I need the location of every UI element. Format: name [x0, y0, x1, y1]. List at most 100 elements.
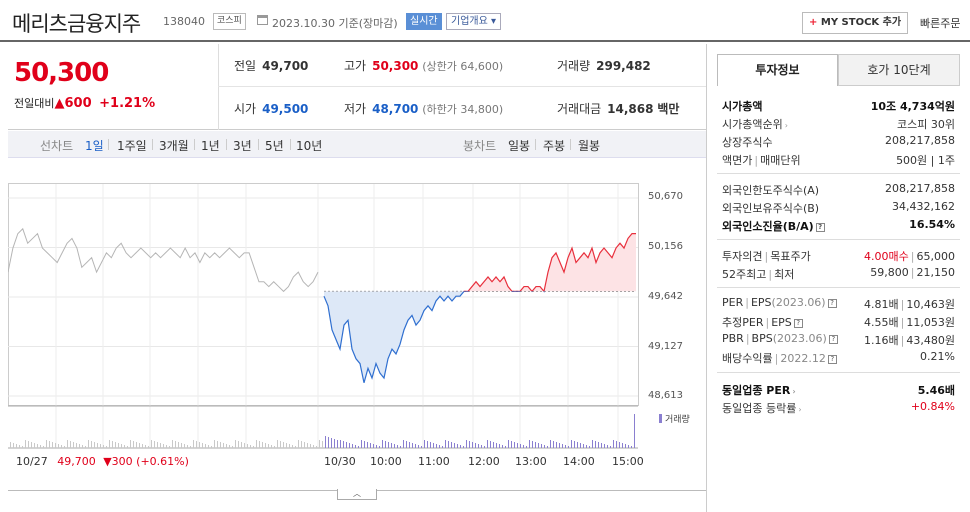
- volume-bar: [202, 443, 203, 448]
- volume-bar: [139, 443, 140, 448]
- chevron-up-icon: ︿: [353, 489, 361, 498]
- y-tick-5: 48,613: [648, 390, 683, 401]
- period-1d[interactable]: 1일: [85, 139, 104, 153]
- period-1y[interactable]: 1년: [201, 139, 220, 153]
- volume-bar: [454, 443, 455, 448]
- volume-bar: [280, 441, 281, 448]
- candle-weekly[interactable]: 주봉: [543, 139, 566, 153]
- volume-bar: [187, 445, 188, 448]
- candle-monthly[interactable]: 월봉: [578, 139, 601, 153]
- volume-bar: [583, 444, 584, 448]
- volume-bar: [511, 441, 512, 448]
- x-tick-1030: 10/30: [324, 455, 356, 468]
- row-industry-per: 동일업종 PER › 5.46배: [722, 384, 955, 397]
- chevron-right-icon: ›: [784, 121, 788, 130]
- volume-bar: [100, 444, 101, 448]
- help-icon[interactable]: ?: [828, 335, 838, 344]
- volume-bar: [307, 443, 308, 448]
- period-5y[interactable]: 5년: [265, 139, 284, 153]
- chart-expand-button[interactable]: ︿: [337, 489, 377, 500]
- volume-bar: [598, 442, 599, 448]
- volume-bar: [427, 441, 428, 448]
- volume-bar: [388, 442, 389, 448]
- volume-bar: [361, 440, 362, 448]
- volume-bar: [382, 440, 383, 448]
- volume-bar: [22, 446, 23, 448]
- low-price: 저가 48,700 (하한가 34,800): [344, 102, 504, 116]
- volume-bar: [493, 442, 494, 448]
- price-chart: 50,670 50,156 49,642 49,127 48,613 거래량 1…: [8, 158, 706, 478]
- row-foreign-hold: 외국인보유주식수(B) 34,432,162: [722, 200, 955, 215]
- chevron-right-icon: ›: [792, 387, 796, 396]
- volume-bar: [247, 444, 248, 448]
- volume-bar: [220, 442, 221, 448]
- volume-bar: [424, 440, 425, 448]
- price-summary: 50,300 전일대비▲600 +1.21% 전일 49,700 고가 50,300…: [8, 44, 706, 130]
- volume-bar: [43, 446, 44, 448]
- realtime-button[interactable]: 실시간: [406, 13, 442, 30]
- volume-bar: [40, 445, 41, 448]
- volume-bar: [445, 440, 446, 448]
- candle-daily[interactable]: 일봉: [508, 139, 531, 153]
- period-3m[interactable]: 3개월: [159, 139, 189, 153]
- volume-bar: [292, 445, 293, 448]
- volume-bar: [163, 444, 164, 448]
- volume-bar: [391, 443, 392, 448]
- volume-bar: [160, 443, 161, 448]
- tab-hoga-10[interactable]: 호가 10단계: [838, 54, 960, 86]
- volume-bar: [298, 440, 299, 448]
- period-1w[interactable]: 1주일: [117, 139, 147, 153]
- volume-bar: [418, 445, 419, 448]
- volume-bar: [46, 440, 47, 448]
- period-3y[interactable]: 3년: [233, 139, 252, 153]
- volume-bar: [151, 440, 152, 448]
- stock-code: 138040: [163, 15, 205, 28]
- volume-bar: [133, 441, 134, 448]
- my-stock-add-button[interactable]: + MY STOCK 추가: [802, 12, 909, 34]
- volume-bar: [61, 445, 62, 448]
- help-icon[interactable]: ?: [793, 319, 803, 328]
- volume-bar: [469, 441, 470, 448]
- volume-bar: [367, 442, 368, 448]
- help-icon[interactable]: ?: [827, 299, 837, 308]
- volume-bar: [343, 441, 344, 448]
- corp-info-dropdown[interactable]: 기업개요 ▾: [446, 13, 502, 30]
- volume-bar: [514, 442, 515, 448]
- volume-bar: [91, 441, 92, 448]
- volume-bar: [16, 444, 17, 448]
- volume-bar: [118, 443, 119, 448]
- volume-bar: [130, 440, 131, 448]
- volume-bar: [415, 444, 416, 448]
- volume-bar: [607, 445, 608, 448]
- volume-bar: [586, 445, 587, 448]
- period-10y[interactable]: 10년: [296, 139, 323, 153]
- volume-bar: [58, 444, 59, 448]
- volume-bar: [19, 445, 20, 448]
- volume-bar: [523, 445, 524, 448]
- row-industry-rate: 동일업종 등락률 › +0.84%: [722, 400, 955, 415]
- volume-bar: [277, 440, 278, 448]
- x-tick-14: 14:00: [563, 455, 595, 468]
- quick-order-button[interactable]: 빠른주문: [920, 17, 961, 30]
- volume-bar: [364, 441, 365, 448]
- volume-bar: [487, 440, 488, 448]
- volume-bar: [619, 442, 620, 448]
- volume-bar: [142, 444, 143, 448]
- y-tick-3: 49,642: [648, 291, 683, 302]
- volume-bar: [556, 442, 557, 448]
- volume-bar: [52, 442, 53, 448]
- help-icon[interactable]: ?: [827, 355, 837, 364]
- row-52wk: 52주최고 | 최저 59,800 | 21,150: [722, 266, 955, 281]
- row-per-eps: PER | EPS(2023.06)? 4.81배 | 10,463원: [722, 296, 955, 311]
- volume-bar: [526, 446, 527, 448]
- help-icon[interactable]: ?: [815, 223, 825, 232]
- volume-bar: [232, 446, 233, 448]
- volume-bar: [88, 440, 89, 448]
- tab-investment-info[interactable]: 투자정보: [717, 54, 838, 86]
- volume-bar: [565, 445, 566, 448]
- volume-bar: [319, 440, 320, 448]
- volume-bar: [109, 440, 110, 448]
- volume-bar: [205, 444, 206, 448]
- volume-bar: [616, 441, 617, 448]
- volume-bar: [535, 442, 536, 448]
